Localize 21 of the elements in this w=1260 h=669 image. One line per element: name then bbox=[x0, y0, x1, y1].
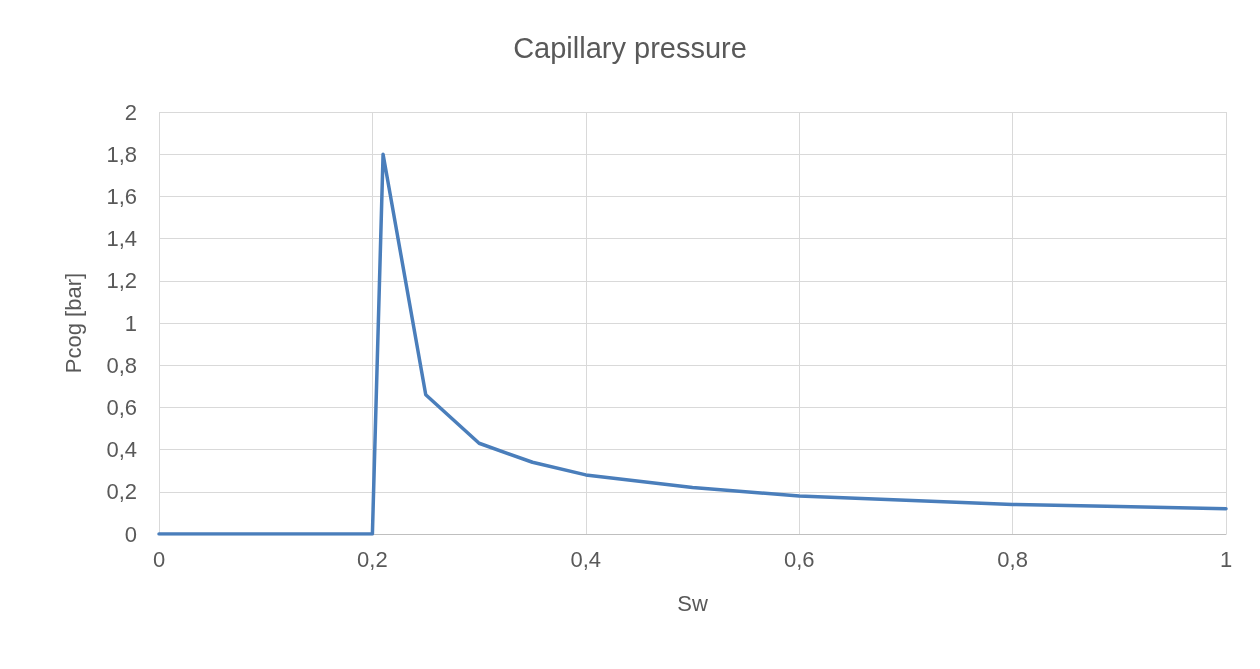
y-tick-label: 1,6 bbox=[106, 183, 137, 209]
x-tick-label: 0,2 bbox=[357, 546, 388, 572]
y-tick-label: 1,2 bbox=[106, 268, 137, 294]
y-tick-label: 2 bbox=[124, 99, 137, 125]
y-tick-label: 1,4 bbox=[106, 226, 137, 252]
x-tick-label: 0 bbox=[152, 546, 166, 572]
y-tick-label: 0,2 bbox=[106, 479, 137, 505]
y-tick-label: 0,8 bbox=[106, 352, 137, 378]
y-tick-label: 0,4 bbox=[106, 437, 137, 463]
chart-title: Capillary pressure bbox=[513, 31, 747, 64]
x-tick-label: 0,8 bbox=[997, 546, 1028, 572]
y-axis-title: Pcog [bar] bbox=[60, 272, 86, 374]
x-tick-label: 1 bbox=[1219, 546, 1233, 572]
y-tick-label: 1,8 bbox=[106, 141, 137, 167]
x-tick-label: 0,4 bbox=[570, 546, 602, 572]
x-tick-label: 0,6 bbox=[783, 546, 815, 572]
x-axis-title: Sw bbox=[677, 590, 708, 616]
y-tick-label: 0 bbox=[124, 521, 137, 547]
y-tick-label: 0,6 bbox=[106, 394, 137, 420]
line-series bbox=[157, 152, 1228, 536]
y-tick-label: 1 bbox=[124, 310, 137, 336]
